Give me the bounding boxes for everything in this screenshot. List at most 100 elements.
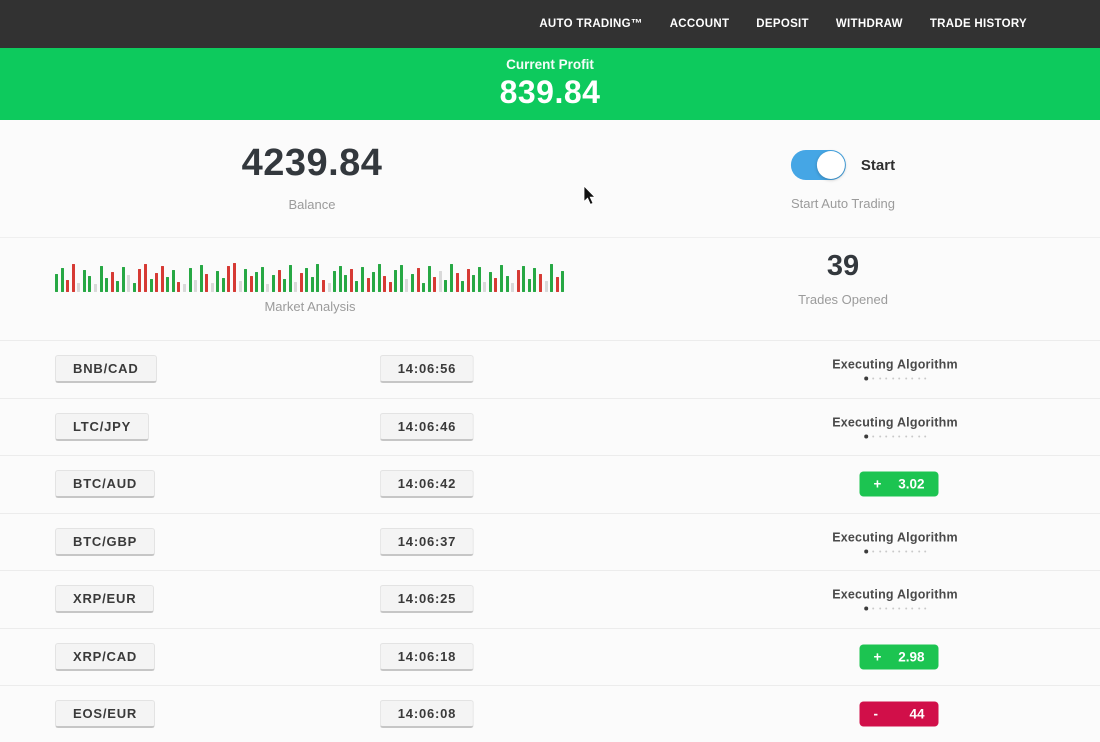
progress-dot [917, 377, 920, 380]
pair-chip[interactable]: LTC/JPY [55, 412, 150, 441]
trade-result-badge-profit: + 2.98 [859, 644, 939, 670]
current-profit-value: 839.84 [499, 74, 601, 110]
chart-bar [171, 270, 175, 292]
chart-bar [360, 267, 364, 292]
chart-bar [372, 272, 376, 292]
pair-chip[interactable]: XRP/EUR [55, 585, 155, 614]
chart-bar [444, 280, 448, 292]
balance-value: 4239.84 [241, 142, 383, 184]
progress-dot [917, 550, 920, 553]
chart-bar [488, 272, 492, 292]
market-analysis-chart [55, 262, 565, 292]
chart-bar [205, 274, 209, 292]
trade-row: BTC/AUD 14:06:42 + 3.02 [0, 455, 1100, 513]
progress-dot [872, 550, 875, 553]
chart-bar [383, 276, 387, 292]
progress-dot [872, 435, 875, 438]
progress-dot [924, 435, 927, 438]
nav-item-account[interactable]: ACCOUNT [669, 18, 730, 30]
toggle-start-label: Start [860, 156, 896, 174]
trade-row: EOS/EUR 14:06:08 - 44 [0, 685, 1100, 742]
chart-bar [505, 276, 509, 292]
chart-bar [449, 264, 453, 292]
nav-item-deposit[interactable]: DEPOSIT [756, 18, 809, 30]
chart-bar [166, 277, 170, 292]
chart-bar [494, 278, 498, 292]
chart-bar [294, 282, 298, 292]
chart-bar [305, 268, 309, 292]
chart-bar [416, 268, 420, 292]
chart-bar [227, 266, 231, 292]
auto-trading-toggle[interactable] [790, 150, 846, 180]
chart-bar [466, 269, 470, 292]
chart-bar [116, 281, 120, 292]
top-nav: AUTO TRADING™ ACCOUNT DEPOSIT WITHDRAW T… [0, 0, 1100, 48]
auto-trading-block: Start Start Auto Trading [790, 150, 896, 211]
current-profit-label: Current Profit [506, 57, 594, 72]
progress-dot [911, 607, 914, 610]
executing-algorithm-text: Executing Algorithm [832, 530, 958, 545]
trades-opened-label: Trades Opened [798, 292, 888, 307]
result-sign: + [873, 649, 882, 665]
trade-result-badge-loss: - 44 [859, 701, 939, 727]
progress-dot [891, 435, 894, 438]
balance-label: Balance [288, 197, 336, 212]
chart-bar [533, 268, 537, 292]
trade-status-executing: Executing Algorithm [832, 415, 958, 439]
pair-chip[interactable]: BNB/CAD [55, 355, 157, 384]
chart-bar [194, 280, 198, 292]
executing-algorithm-text: Executing Algorithm [832, 587, 958, 602]
result-sign: + [873, 476, 882, 492]
nav-item-auto-trading[interactable]: AUTO TRADING™ [539, 18, 643, 30]
pair-chip[interactable]: BTC/GBP [55, 527, 156, 556]
trade-time-chip: 14:06:25 [379, 585, 475, 614]
chart-bar [500, 265, 503, 292]
chart-bar [472, 275, 476, 292]
chart-bar [271, 275, 275, 292]
progress-dot [885, 607, 888, 610]
pair-chip[interactable]: EOS/EUR [55, 700, 156, 729]
progress-dots [832, 606, 958, 611]
chart-bar [544, 281, 548, 292]
trade-time-chip: 14:06:56 [379, 355, 475, 384]
chart-bar [132, 283, 136, 292]
chart-bar [149, 279, 153, 292]
balance-block: 4239.84 Balance [242, 142, 383, 212]
chart-bar [238, 281, 242, 292]
result-value: 3.02 [898, 476, 925, 492]
chart-bar [266, 284, 270, 292]
chart-bar [299, 273, 303, 292]
chart-bar [127, 275, 131, 292]
nav-item-trade-history[interactable]: TRADE HISTORY [929, 18, 1027, 30]
progress-dot [898, 435, 901, 438]
pair-chip[interactable]: XRP/CAD [55, 642, 156, 671]
chart-bar [366, 278, 370, 292]
chart-bar [177, 282, 181, 292]
chart-bar [160, 266, 164, 292]
progress-dot [863, 549, 868, 554]
trade-time-chip: 14:06:37 [379, 527, 475, 556]
pair-chip[interactable]: BTC/AUD [55, 470, 156, 499]
nav-item-withdraw[interactable]: WITHDRAW [835, 18, 903, 30]
progress-dots [832, 376, 958, 381]
chart-bar [199, 265, 203, 292]
chart-bar [322, 280, 325, 292]
chart-bar [221, 278, 225, 292]
progress-dot [863, 434, 868, 439]
progress-dot [911, 377, 914, 380]
result-value: 2.98 [898, 649, 925, 665]
trade-time-chip: 14:06:46 [379, 412, 475, 441]
chart-bar [394, 270, 398, 292]
trade-time-chip: 14:06:42 [379, 470, 475, 499]
chart-bar [144, 264, 147, 292]
trade-status-executing: Executing Algorithm [832, 530, 958, 554]
trade-row: XRP/EUR 14:06:25 Executing Algorithm [0, 570, 1100, 628]
progress-dot [872, 607, 875, 610]
progress-dot [911, 550, 914, 553]
chart-bar [277, 270, 281, 292]
progress-dot [898, 377, 901, 380]
chart-bar [110, 272, 114, 292]
progress-dots [832, 434, 958, 439]
chart-bar [82, 270, 86, 292]
stats-row-market: Market Analysis 39 Trades Opened [0, 237, 1100, 340]
